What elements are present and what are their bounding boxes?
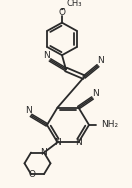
Text: O: O	[58, 8, 65, 17]
Text: N: N	[75, 138, 82, 147]
Text: N: N	[44, 51, 50, 60]
Text: N: N	[25, 106, 31, 115]
Text: O: O	[29, 170, 36, 179]
Text: CH₃: CH₃	[66, 0, 82, 8]
Text: NH₂: NH₂	[101, 121, 118, 129]
Text: N: N	[98, 56, 104, 65]
Text: N: N	[41, 148, 47, 157]
Text: N: N	[92, 89, 99, 98]
Text: N: N	[54, 138, 61, 147]
